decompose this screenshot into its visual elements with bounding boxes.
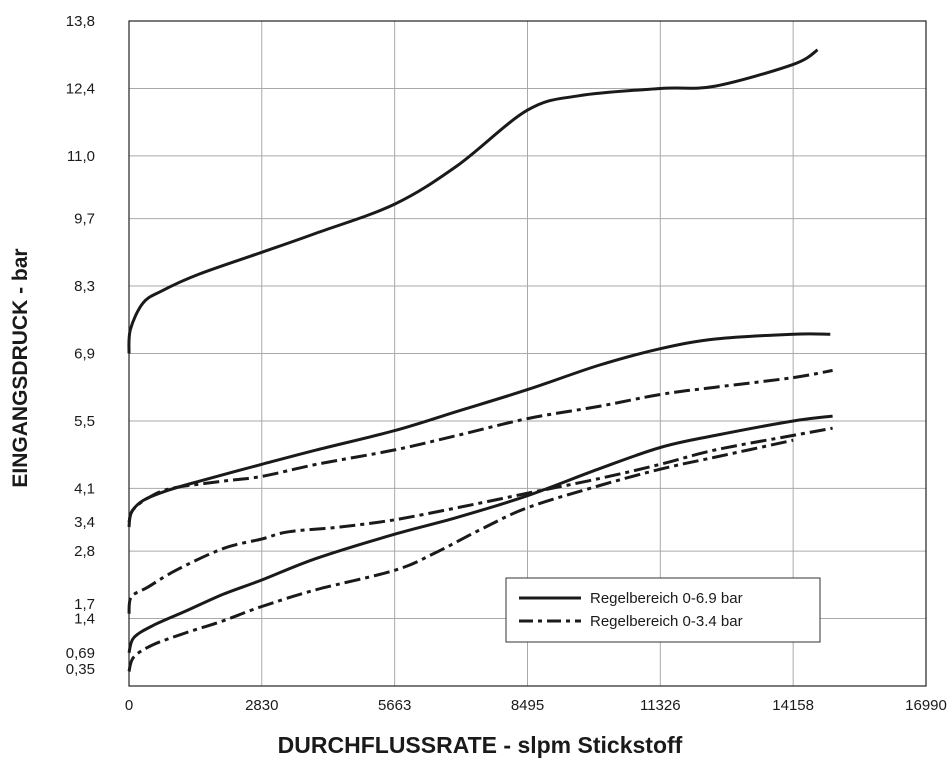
series-line-6-dashdot <box>127 438 794 672</box>
y-tick-label: 11,0 <box>67 148 95 165</box>
legend-label: Regelbereich 0-3.4 bar <box>590 613 743 630</box>
y-tick-label: 6,9 <box>74 346 95 363</box>
y-tick-label: 0,69 <box>66 645 95 662</box>
y-tick-label: 0,35 <box>66 661 95 678</box>
y-tick-label: 5,5 <box>74 413 95 430</box>
legend-label: Regelbereich 0-6.9 bar <box>590 590 743 607</box>
y-tick-label: 13,8 <box>66 13 95 30</box>
x-tick-label: 5663 <box>378 697 411 714</box>
y-tick-label: 3,4 <box>74 514 95 531</box>
y-axis-title: EINGANGSDRUCK - bar <box>9 248 32 487</box>
series-line-4-dashdot <box>127 426 833 614</box>
y-tick-label: 1,4 <box>74 611 95 628</box>
y-tick-labels: 0,350,69 1,41,7 2,8 3,4 4,1 5,5 6,9 8,3 9,7 11,0 1… <box>66 13 95 678</box>
y-tick-label: 2,8 <box>74 543 95 560</box>
legend: Regelbereich 0-6.9 bar Regelbereich 0-3.4… <box>505 577 821 643</box>
x-tick-label: 8495 <box>511 697 544 714</box>
x-tick-label: 16990 <box>905 697 947 714</box>
y-tick-label: 12,4 <box>66 80 95 97</box>
series-line-5-solid <box>127 414 833 654</box>
series-line-1-solid <box>127 48 819 354</box>
y-tick-label: 9,7 <box>74 211 95 228</box>
series-line-3-dashdot <box>127 368 833 523</box>
y-tick-label: 8,3 <box>74 278 95 295</box>
x-axis-title: DURCHFLUSSRATE - slpm Stickstoff <box>278 732 683 758</box>
x-tick-label: 14158 <box>772 697 814 714</box>
x-tick-labels: 0 2830 5663 8495 11326 14158 16990 <box>125 697 947 714</box>
x-tick-label: 2830 <box>245 697 278 714</box>
series-group <box>127 48 833 672</box>
legend-box <box>505 577 821 643</box>
x-tick-label: 0 <box>125 697 133 714</box>
y-tick-label: 4,1 <box>74 480 95 497</box>
x-tick-label: 11326 <box>640 697 681 714</box>
y-tick-label: 1,7 <box>74 596 95 613</box>
